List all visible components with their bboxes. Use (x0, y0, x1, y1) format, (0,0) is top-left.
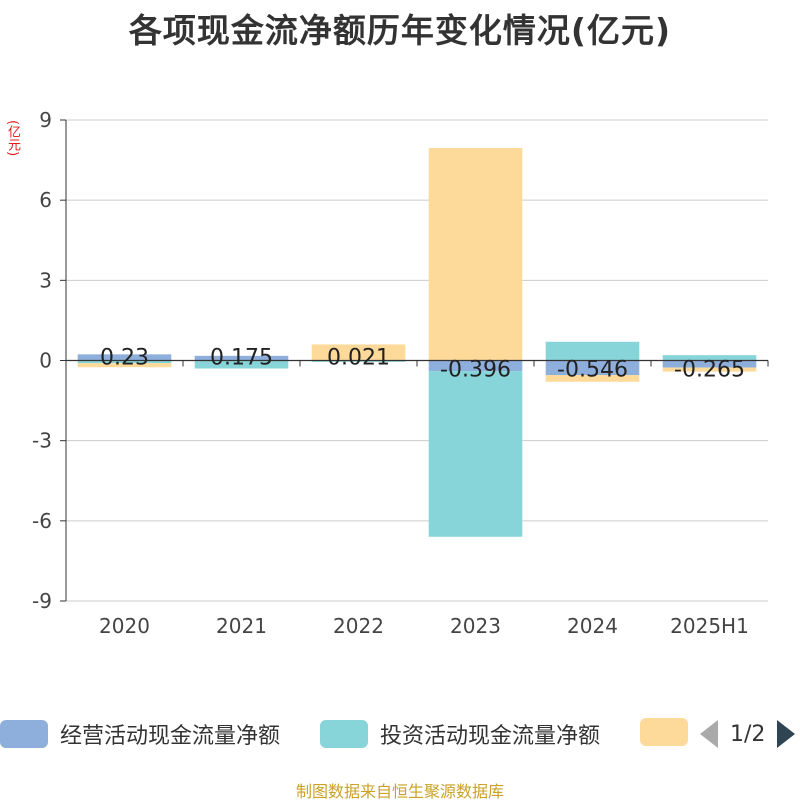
chart-title: 各项现金流净额历年变化情况(亿元) (128, 11, 672, 50)
data-source-note: 制图数据来自恒生聚源数据库 (295, 782, 504, 801)
y-tick-label: -9 (32, 589, 52, 613)
bar-investing-2020 (77, 360, 172, 364)
y-tick-label: -3 (32, 429, 52, 453)
x-tick-label: 2025H1 (670, 614, 749, 638)
bar-financing-2020 (77, 363, 172, 368)
y-tick-label: 3 (39, 268, 52, 292)
bar-operating-2020 (77, 354, 172, 361)
data-label: 0.021 (327, 346, 390, 371)
x-tick-label: 2021 (216, 614, 267, 638)
legend-swatch-investing (320, 720, 368, 748)
bar-financing-2023 (428, 148, 523, 361)
legend-item-financing[interactable] (640, 718, 688, 746)
bar-chart: -9 -6 -3 0 3 6 9 2020 2021 2022 2023 2024 2025H1 0.2… (32, 108, 769, 638)
bar-series (77, 148, 757, 537)
data-label: 0.23 (100, 346, 149, 371)
data-label: -0.396 (440, 358, 511, 383)
axes: -9 -6 -3 0 3 6 9 2020 2021 2022 2023 2024 2025H1 (32, 108, 769, 638)
bar-operating-2021 (194, 355, 289, 361)
legend-next-icon[interactable] (777, 720, 796, 748)
legend-swatch-financing (640, 718, 688, 746)
legend: 经营活动现金流量净额 投资活动现金流量净额 1/2 (0, 714, 800, 754)
legend-label-operating: 经营活动现金流量净额 (60, 724, 281, 749)
bar-operating-2025H1 (662, 360, 757, 368)
data-label: -0.546 (557, 358, 628, 383)
legend-label-investing: 投资活动现金流量净额 (380, 724, 601, 749)
y-tick-label: 9 (39, 108, 52, 132)
x-tick-label: 2020 (99, 614, 150, 638)
x-tick-label: 2024 (567, 614, 618, 638)
legend-pager: 1/2 (700, 720, 796, 748)
y-tick-label: -6 (32, 509, 52, 533)
bar-operating-2023 (428, 360, 523, 372)
legend-prev-icon[interactable] (700, 720, 718, 748)
bar-investing-2025H1 (662, 355, 757, 361)
bar-financing-2022 (311, 344, 406, 360)
y-tick-label: 0 (39, 349, 52, 373)
bar-investing-2023 (428, 371, 523, 537)
x-tick-label: 2023 (450, 614, 501, 638)
data-label: -0.265 (674, 358, 745, 383)
x-tick-label: 2022 (333, 614, 384, 638)
bar-financing-2024 (545, 375, 640, 382)
legend-item-investing[interactable]: 投资活动现金流量净额 (320, 718, 600, 750)
bar-investing-2022 (311, 360, 406, 362)
bar-investing-2024 (545, 341, 640, 361)
y-axis-unit-label: (亿元) (5, 120, 20, 157)
legend-item-operating[interactable]: 经营活动现金流量净额 (0, 718, 280, 750)
legend-page-indicator: 1/2 (730, 721, 766, 747)
legend-swatch-operating (0, 720, 48, 748)
y-tick-label: 6 (39, 188, 52, 212)
bar-financing-2025H1 (662, 367, 757, 372)
bar-investing-2021 (194, 360, 289, 369)
data-labels: 0.23 0.175 0.021 -0.396 -0.546 -0.265 (100, 346, 745, 383)
data-label: 0.175 (210, 346, 273, 371)
bar-operating-2024 (545, 360, 640, 376)
